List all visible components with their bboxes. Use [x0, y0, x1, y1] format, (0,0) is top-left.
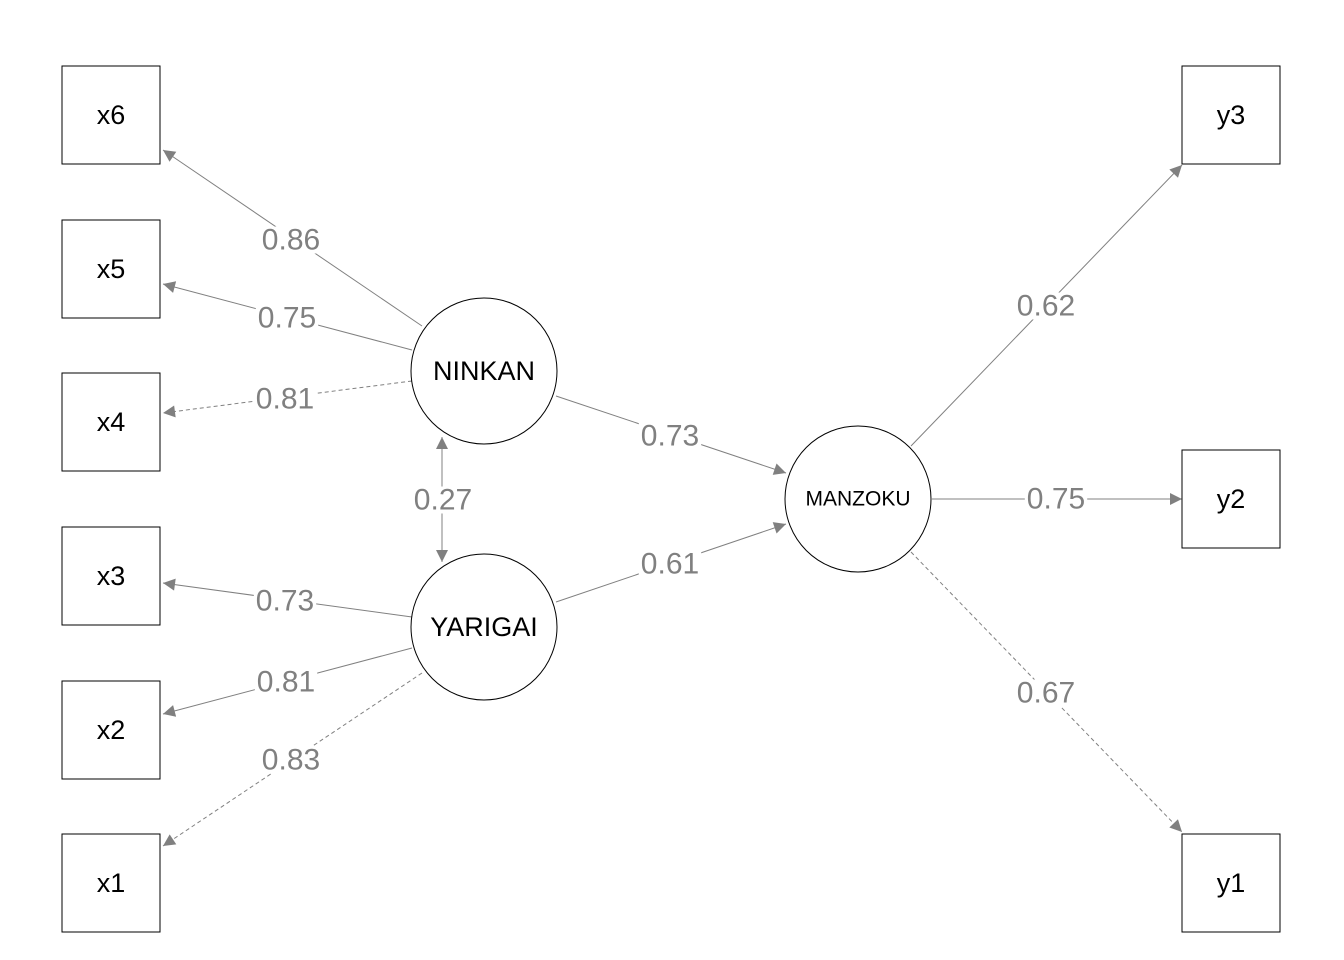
latent-variable-circle [410, 297, 558, 445]
edge-label: 0.73 [256, 585, 314, 618]
edge-label: 0.81 [256, 383, 314, 416]
edge-label-bg [1014, 679, 1078, 707]
edge-label-bg [638, 550, 702, 578]
node-label: y2 [1217, 484, 1246, 514]
node-label: NINKAN [433, 356, 535, 386]
edge-label: 0.75 [258, 302, 316, 335]
node-label: YARIGAI [430, 612, 538, 642]
edge-label: 0.67 [1017, 677, 1075, 710]
edge-label: 0.73 [641, 420, 699, 453]
node-label: MANZOKU [806, 488, 911, 511]
edge-label-bg [255, 304, 319, 332]
node-label: y1 [1217, 868, 1246, 898]
latent-variable-circle [784, 425, 932, 573]
observed-variable-box [61, 219, 161, 319]
observed-variable-box [1181, 65, 1281, 165]
observed-variable-box [61, 833, 161, 933]
observed-variable-box [1181, 833, 1281, 933]
observed-variable-box [61, 65, 161, 165]
edge-label: 0.81 [257, 666, 315, 699]
observed-variable-box [61, 680, 161, 780]
edge-arrow [910, 551, 1183, 833]
edge-label-bg [1014, 292, 1078, 320]
observed-variable-box [61, 526, 161, 626]
node-label: y3 [1217, 100, 1246, 130]
node-label: x4 [97, 407, 126, 437]
edges: 0.86 0.75 0.81 0.73 0.27 0.73 0.81 0.83 0.61 0.62… [162, 149, 1183, 847]
edge-label: 0.86 [262, 224, 320, 257]
edge-label-bg [638, 422, 702, 450]
edge-label: 0.61 [641, 548, 699, 581]
nodes: x6 x5 x4 x3 x2 x1 y3 y2 y1 NINKAN YARIGAI MANZOKU [61, 65, 1281, 933]
latent-variable-circle [410, 553, 558, 701]
edge-label-bg [1024, 485, 1088, 513]
node-label: x3 [97, 561, 126, 591]
edge-label-bg [259, 226, 323, 254]
node-label: x1 [97, 868, 126, 898]
edge-label-bg [253, 385, 317, 413]
edge-label: 0.83 [262, 744, 320, 777]
observed-variable-box [61, 372, 161, 472]
edge-label-bg [259, 746, 323, 774]
edge-label: 0.27 [414, 484, 472, 517]
edge-label-bg [411, 486, 475, 514]
edge-label: 0.75 [1027, 483, 1085, 516]
node-label: x2 [97, 715, 126, 745]
node-label: x5 [97, 254, 126, 284]
observed-variable-box [1181, 449, 1281, 549]
edge-label-bg [253, 587, 317, 615]
edge-label: 0.62 [1017, 290, 1075, 323]
node-label: x6 [97, 100, 126, 130]
edge-label-bg [254, 668, 318, 696]
